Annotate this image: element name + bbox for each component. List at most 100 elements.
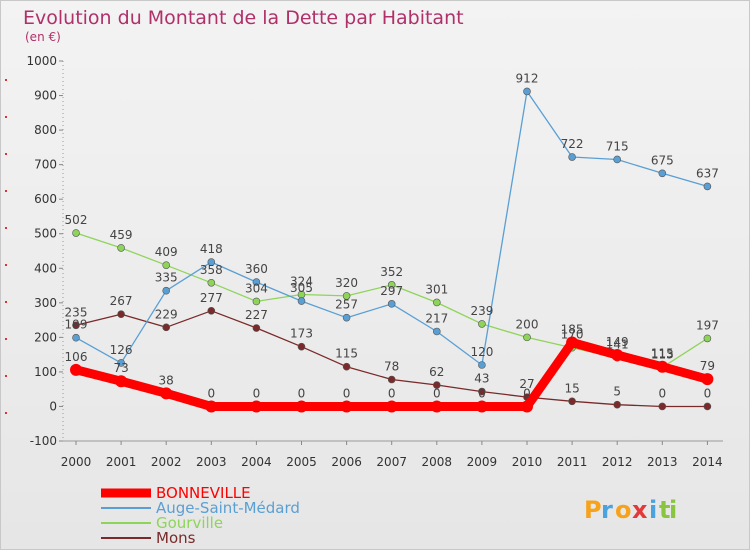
data-point (387, 375, 396, 384)
y-tick-label: 100 (34, 365, 57, 379)
data-label: 324 (290, 275, 313, 289)
data-label: 297 (380, 284, 403, 298)
data-label: 320 (335, 276, 358, 290)
data-label: 200 (516, 317, 539, 331)
data-label: 305 (290, 281, 313, 295)
data-point (568, 153, 576, 161)
data-label: 715 (606, 139, 629, 153)
data-point (703, 402, 712, 411)
data-label: 173 (290, 327, 313, 341)
data-point (387, 281, 396, 289)
data-point (478, 387, 486, 396)
data-point (658, 169, 667, 178)
data-label: 15 (564, 381, 579, 395)
data-point (340, 400, 353, 413)
data-label: 912 (516, 71, 539, 85)
data-label: 304 (245, 281, 268, 295)
data-label: 73 (113, 361, 128, 375)
data-label: 217 (425, 311, 448, 325)
edge-marker (5, 375, 7, 377)
data-point (117, 244, 125, 252)
data-point (566, 336, 579, 349)
data-point (703, 182, 712, 191)
data-point (297, 297, 306, 305)
legend-label: BONNEVILLE (156, 484, 251, 502)
series-auge-saint-m-dard (72, 87, 712, 369)
data-label: 277 (200, 291, 223, 305)
data-point (701, 373, 714, 386)
y-tick-label: 300 (34, 296, 57, 310)
data-label: 62 (429, 365, 444, 379)
data-label: 185 (561, 323, 584, 337)
data-point (297, 342, 306, 351)
data-point (207, 306, 216, 315)
y-tick-label: -100 (30, 434, 57, 448)
legend-item: BONNEVILLE (101, 484, 251, 502)
data-point (70, 363, 82, 376)
data-point (656, 360, 669, 373)
edge-marker (5, 338, 7, 340)
data-point (72, 321, 80, 330)
data-point (432, 381, 441, 389)
y-tick-label: 1000 (26, 54, 57, 68)
legend-label: Gourville (156, 514, 223, 532)
data-label: 141 (606, 338, 629, 352)
chart-subtitle: (en €) (25, 30, 61, 44)
data-point (162, 323, 170, 332)
x-tick-label: 2014 (692, 455, 723, 469)
edge-marker (5, 190, 7, 192)
data-point (162, 261, 170, 269)
chart-title: Evolution du Montant de la Dette par Hab… (23, 7, 464, 29)
data-point (162, 286, 170, 295)
data-point (387, 300, 396, 308)
data-point (703, 334, 712, 343)
y-tick-label: 800 (34, 123, 57, 137)
data-point (115, 375, 128, 388)
x-tick-label: 2001 (106, 455, 137, 469)
data-label: 459 (110, 228, 133, 242)
x-tick-label: 2009 (467, 455, 498, 469)
data-label: 227 (245, 308, 268, 322)
y-tick-label: 900 (34, 89, 57, 103)
y-tick-label: 700 (34, 158, 57, 172)
data-point (342, 313, 351, 322)
data-label: 120 (470, 345, 493, 359)
data-point (568, 397, 576, 406)
logo-letter: x (632, 496, 648, 524)
data-label: 149 (606, 335, 629, 349)
logo-letter: P (584, 496, 602, 524)
y-tick-label: 0 (49, 399, 57, 413)
data-point (478, 320, 486, 328)
data-point (430, 400, 443, 413)
data-point (521, 400, 533, 413)
x-tick-label: 2011 (557, 455, 588, 469)
data-label: 358 (200, 263, 223, 277)
data-label: 199 (65, 318, 88, 332)
data-label: 675 (651, 153, 674, 167)
data-point (613, 400, 622, 409)
logo-letter: t (659, 496, 670, 524)
data-label: 0 (253, 386, 261, 400)
data-point (205, 400, 218, 413)
legend-label: Mons (156, 529, 196, 547)
data-point (475, 400, 488, 413)
data-label: 352 (380, 265, 403, 279)
series-mons (72, 306, 712, 411)
x-tick-label: 2013 (647, 455, 678, 469)
data-point (252, 324, 261, 332)
logo-letter: r (601, 496, 613, 524)
data-point (117, 359, 125, 367)
x-tick-label: 2008 (422, 455, 453, 469)
data-label: 115 (651, 347, 674, 361)
data-label: 170 (561, 328, 584, 342)
data-label: 0 (207, 386, 215, 400)
data-point (658, 402, 667, 411)
data-label: 126 (110, 343, 133, 357)
data-label: 78 (384, 360, 399, 374)
data-labels: 235 267 229 277 227 173 115 78 62 43 27 15 5 0 0 502 459… (65, 71, 719, 400)
data-point (342, 292, 351, 300)
x-tick-label: 2007 (376, 455, 407, 469)
data-label: 239 (470, 304, 493, 318)
